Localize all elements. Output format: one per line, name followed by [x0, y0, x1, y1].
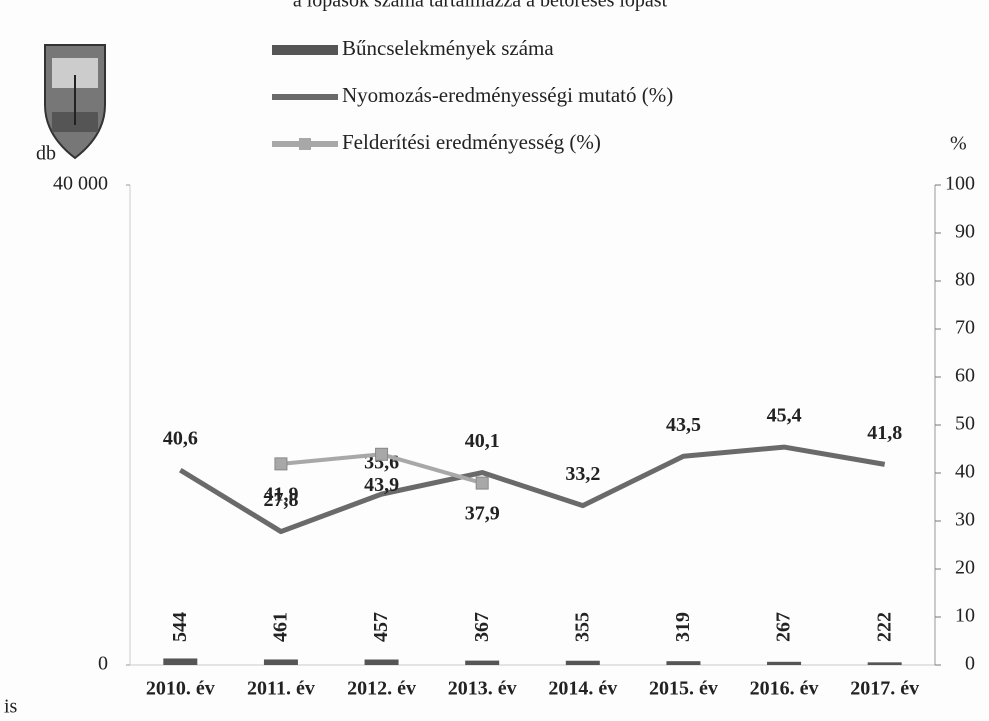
x-tick-label: 2013. év: [448, 678, 517, 700]
bar: [163, 658, 197, 665]
y2-tick-label: 40: [955, 461, 975, 483]
bar-value-label: 319: [672, 612, 694, 642]
y2-tick-label: 0: [965, 653, 975, 675]
x-tick-label: 2017. év: [850, 678, 919, 700]
bar-value-label: 267: [773, 612, 795, 642]
legend-label: Nyomozás-eredményességi mutató (%): [342, 83, 673, 107]
y2-tick-label: 100: [945, 173, 975, 195]
x-tick-label: 2011. év: [247, 678, 315, 700]
chart: a lopások száma tartalmazza a betöréses …: [0, 0, 989, 721]
y2-tick-label: 30: [955, 509, 975, 531]
bar-value-label: 544: [169, 612, 191, 642]
note-top: a lopások száma tartalmazza a betöréses …: [293, 0, 668, 12]
y2-tick-label: 90: [955, 221, 975, 243]
x-tick-label: 2015. év: [649, 678, 718, 700]
y2-tick-label: 80: [955, 269, 975, 291]
y-axis-unit: db: [36, 143, 56, 165]
marker: [376, 448, 388, 460]
data-label: 33,2: [565, 463, 600, 485]
y2-tick-label: 70: [955, 317, 975, 339]
data-label: 37,9: [465, 503, 500, 525]
x-tick-label: 2016. év: [750, 678, 819, 700]
x-tick-label: 2012. év: [347, 678, 416, 700]
data-label: 40,1: [465, 430, 500, 452]
bar: [264, 659, 298, 665]
bar: [465, 661, 499, 665]
bar-value-label: 222: [873, 612, 895, 642]
bar-value-label: 367: [471, 612, 493, 642]
y2-tick-label: 20: [955, 557, 975, 579]
y2-axis-unit: %: [950, 133, 967, 155]
bar: [365, 660, 399, 665]
y2-tick-label: 10: [955, 605, 975, 627]
data-label: 43,5: [666, 414, 701, 436]
bar-value-label: 457: [370, 612, 392, 642]
bar: [868, 662, 902, 665]
x-tick-label: 2010. év: [146, 678, 215, 700]
y-tick-label: 40 000: [53, 173, 108, 195]
bar: [566, 661, 600, 665]
bar: [666, 661, 700, 665]
data-label: 45,4: [767, 405, 802, 427]
marker: [275, 458, 287, 470]
legend-label: Felderítési eredményesség (%): [342, 130, 601, 154]
data-label: 41,9: [263, 483, 298, 505]
data-label: 41,8: [867, 422, 902, 444]
bar: [767, 662, 801, 665]
y2-tick-label: 50: [955, 413, 975, 435]
y-tick-label: 0: [98, 653, 108, 675]
marker: [476, 477, 488, 489]
legend-label: Bűncselekmények száma: [342, 36, 554, 60]
footer-text: is: [4, 696, 18, 718]
bar-value-label: 355: [571, 612, 593, 642]
x-tick-label: 2014. év: [548, 678, 617, 700]
background: [0, 0, 989, 721]
data-label: 40,6: [163, 428, 198, 450]
data-label: 43,9: [364, 474, 399, 496]
y2-tick-label: 60: [955, 365, 975, 387]
legend-swatch: [272, 45, 338, 55]
bar-value-label: 461: [270, 612, 292, 642]
legend-marker: [299, 138, 311, 150]
